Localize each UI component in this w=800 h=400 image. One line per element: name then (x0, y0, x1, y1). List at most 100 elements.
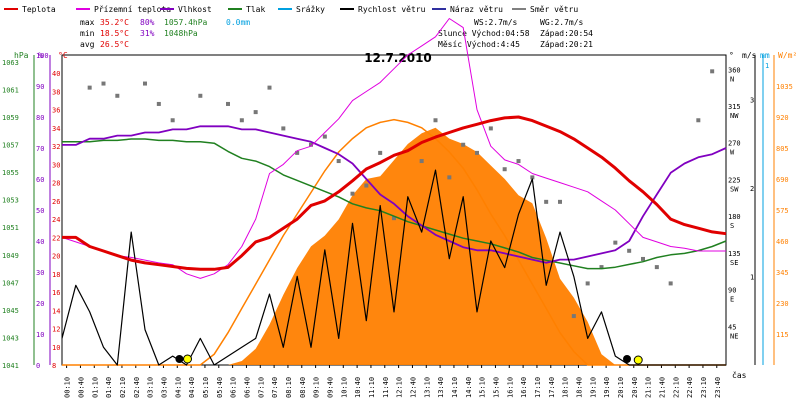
time-tick-label: 21:10 (645, 377, 653, 398)
w-tick-label: 230 (776, 300, 789, 308)
wind-dir-point (322, 134, 327, 139)
wind-dir-point (226, 101, 230, 106)
stat-min-label: min (80, 29, 95, 38)
time-tick-label: 13:10 (423, 377, 431, 398)
pct-tick-label: 0 (36, 362, 40, 370)
axis-title-deg: ° (729, 51, 734, 60)
info-moon: Měsíc Východ:4:45 (438, 40, 520, 49)
time-tick-label: 12:40 (409, 377, 417, 398)
time-tick-label: 04:10 (174, 377, 182, 398)
hpa-tick-label: 1043 (2, 334, 19, 342)
time-axis-label: čas (732, 370, 747, 380)
deg-tick-label: 45 (728, 323, 736, 331)
stats-block: max 35.2°C 80% 1057.4hPa 0.0mm min 18.5°… (80, 18, 250, 49)
info-ws: WS:2.7m/s (474, 18, 518, 27)
wind-dir-point (502, 167, 507, 172)
sunrise-marker (183, 354, 193, 364)
time-tick-label: 10:10 (340, 377, 348, 398)
time-tick-label: 07:40 (271, 377, 279, 398)
time-tick-label: 03:10 (147, 377, 155, 398)
stat-max-label: max (80, 18, 95, 27)
axes: 00:10 00:40 01:10 01:40 02:10 02:40 03:10 03:40… (2, 52, 793, 398)
time-tick-label: 05:40 (216, 377, 224, 398)
wind-dir-point (267, 85, 272, 90)
hpa-tick-label: 1041 (2, 362, 19, 370)
pct-tick-label: 10 (36, 331, 44, 339)
time-tick-label: 15:10 (479, 377, 487, 398)
series-radiation-area (62, 127, 726, 365)
wind-dir-point (419, 159, 424, 164)
pct-tick-label: 80 (36, 114, 44, 122)
wind-dir-point (143, 81, 147, 86)
info-sun: Slunce Východ:04:58 (438, 29, 530, 38)
legend-label: Náraz větru (450, 5, 503, 14)
c-tick-label: 12 (52, 326, 60, 334)
dir-tick-label: S (730, 222, 734, 230)
time-tick-label: 04:40 (188, 377, 196, 398)
time-tick-label: 01:40 (105, 377, 113, 398)
time-tick-label: 00:40 (77, 377, 85, 398)
dir-tick-label: SW (730, 185, 739, 193)
time-tick-label: 03:40 (160, 377, 168, 398)
wind-dir-point (295, 150, 300, 155)
c-tick-label: 14 (52, 307, 60, 315)
wind-dir-point (433, 118, 438, 123)
time-tick-label: 07:10 (257, 377, 265, 398)
series-theoretical-radiation-line (62, 118, 726, 366)
time-tick-label: 14:10 (451, 377, 459, 398)
pct-tick-label: 100 (36, 52, 49, 60)
pct-tick-label: 30 (36, 269, 44, 277)
hpa-tick-label: 1061 (2, 86, 19, 94)
c-tick-label: 34 (52, 125, 60, 133)
wind-dir-point (571, 314, 576, 319)
wind-dir-point (475, 150, 479, 155)
hpa-tick-label: 1059 (2, 114, 19, 122)
wind-dir-point (392, 216, 396, 221)
c-tick-label: 20 (52, 253, 60, 261)
time-tick-label: 16:40 (520, 377, 528, 398)
time-tick-label: 00:10 (64, 377, 72, 398)
time-tick-label: 08:10 (285, 377, 293, 398)
mm-tick-label: 1 (765, 62, 769, 70)
pct-tick-label: 40 (36, 238, 44, 246)
wind-dir-point (253, 110, 258, 115)
time-tick-label: 20:40 (631, 377, 639, 398)
dir-tick-label: E (730, 296, 734, 304)
hpa-tick-label: 1055 (2, 169, 19, 177)
wind-dir-point (488, 126, 493, 131)
wind-dir-point (654, 265, 659, 270)
hpa-tick-label: 1057 (2, 142, 19, 150)
wind-dir-point (641, 256, 645, 261)
axis-title-wm: W/m² (778, 51, 797, 60)
stat-max-hum: 80% (140, 18, 155, 27)
time-tick-label: 16:10 (506, 377, 514, 398)
stat-avg-label: avg (80, 40, 95, 49)
deg-tick-label: 90 (728, 287, 736, 295)
legend-label: Vlhkost (178, 5, 212, 14)
c-tick-label: 16 (52, 289, 60, 297)
info-moonset: Západ:20:21 (540, 40, 593, 49)
series-temperature-line (62, 115, 727, 271)
axis-title-pct: % (38, 51, 43, 60)
axis-title-ms: m/s (742, 51, 757, 60)
info-sunset: Západ:20:54 (540, 29, 593, 38)
wind-dir-point (558, 199, 562, 204)
dir-tick-label: NW (730, 112, 739, 120)
wind-dir-point (544, 199, 549, 204)
wind-dir-point (364, 183, 369, 188)
dir-tick-label: W (730, 149, 735, 157)
series-wind-speed-line (61, 169, 726, 366)
stat-max-rain: 0.0mm (226, 18, 250, 27)
time-tick-label: 18:40 (575, 377, 583, 398)
legend-label: Přízemní teplota (94, 5, 171, 14)
c-tick-label: 26 (52, 198, 60, 206)
time-tick-label: 13:40 (437, 377, 445, 398)
stat-min-hum: 31% (140, 29, 155, 38)
hpa-tick-label: 1063 (2, 59, 19, 67)
wind-dir-point (101, 81, 106, 86)
wind-dir-point (198, 93, 203, 98)
deg-tick-label: 180 (728, 213, 741, 221)
c-tick-label: 40 (52, 70, 60, 78)
wind-dir-point (336, 159, 341, 164)
wind-dir-point (239, 118, 244, 123)
